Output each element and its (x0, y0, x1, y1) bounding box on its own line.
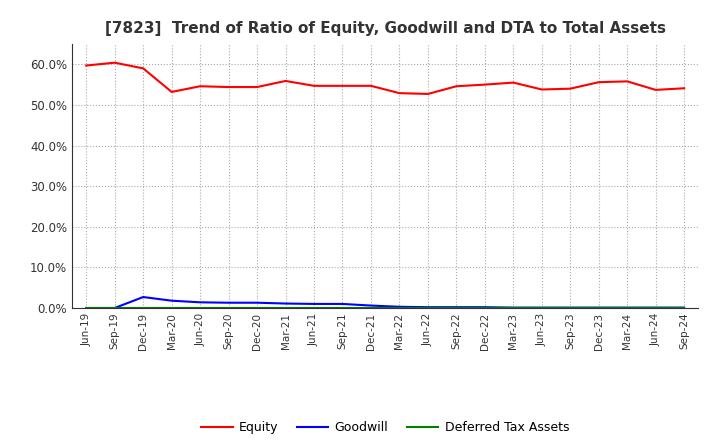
Equity (110, 60, 119, 65)
Goodwill (310, 301, 318, 307)
Deferred Tax Assets (225, 305, 233, 310)
Deferred Tax Assets (623, 305, 631, 310)
Deferred Tax Assets (423, 305, 432, 310)
Equity (196, 84, 204, 89)
Equity (480, 82, 489, 87)
Line: Goodwill: Goodwill (86, 297, 684, 308)
Legend: Equity, Goodwill, Deferred Tax Assets: Equity, Goodwill, Deferred Tax Assets (197, 416, 574, 439)
Goodwill (652, 305, 660, 310)
Equity (509, 80, 518, 85)
Deferred Tax Assets (167, 305, 176, 310)
Deferred Tax Assets (310, 305, 318, 310)
Equity (253, 84, 261, 90)
Equity (395, 91, 404, 96)
Deferred Tax Assets (452, 305, 461, 310)
Goodwill (423, 304, 432, 310)
Equity (452, 84, 461, 89)
Deferred Tax Assets (282, 305, 290, 310)
Deferred Tax Assets (253, 305, 261, 310)
Goodwill (225, 300, 233, 305)
Goodwill (338, 301, 347, 307)
Equity (566, 86, 575, 92)
Goodwill (595, 305, 603, 310)
Goodwill (366, 303, 375, 308)
Goodwill (680, 305, 688, 310)
Equity (338, 83, 347, 88)
Equity (82, 63, 91, 68)
Deferred Tax Assets (110, 305, 119, 310)
Goodwill (253, 300, 261, 305)
Equity (225, 84, 233, 90)
Deferred Tax Assets (366, 305, 375, 310)
Deferred Tax Assets (139, 305, 148, 310)
Deferred Tax Assets (395, 305, 404, 310)
Goodwill (196, 300, 204, 305)
Goodwill (537, 305, 546, 310)
Goodwill (395, 304, 404, 309)
Deferred Tax Assets (196, 305, 204, 310)
Goodwill (566, 305, 575, 310)
Equity (366, 83, 375, 88)
Equity (310, 83, 318, 88)
Deferred Tax Assets (652, 305, 660, 310)
Equity (623, 79, 631, 84)
Equity (423, 92, 432, 97)
Goodwill (82, 305, 91, 311)
Goodwill (509, 305, 518, 310)
Deferred Tax Assets (480, 305, 489, 310)
Goodwill (480, 304, 489, 310)
Goodwill (139, 294, 148, 300)
Equity (282, 78, 290, 84)
Goodwill (452, 304, 461, 310)
Line: Equity: Equity (86, 62, 684, 94)
Deferred Tax Assets (680, 305, 688, 310)
Deferred Tax Assets (537, 305, 546, 310)
Goodwill (167, 298, 176, 303)
Deferred Tax Assets (82, 305, 91, 310)
Title: [7823]  Trend of Ratio of Equity, Goodwill and DTA to Total Assets: [7823] Trend of Ratio of Equity, Goodwil… (104, 21, 666, 36)
Equity (139, 66, 148, 71)
Deferred Tax Assets (566, 305, 575, 310)
Deferred Tax Assets (509, 305, 518, 310)
Deferred Tax Assets (595, 305, 603, 310)
Equity (595, 80, 603, 85)
Equity (680, 86, 688, 91)
Equity (167, 89, 176, 95)
Equity (652, 87, 660, 92)
Equity (537, 87, 546, 92)
Goodwill (110, 305, 119, 311)
Goodwill (282, 301, 290, 306)
Deferred Tax Assets (338, 305, 347, 310)
Goodwill (623, 305, 631, 310)
